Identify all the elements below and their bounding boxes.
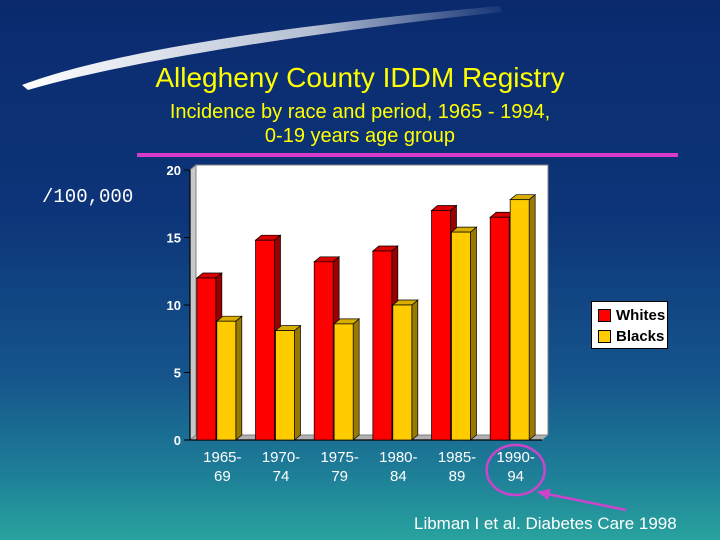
bar-blacks-2 bbox=[333, 318, 361, 441]
x-tick-label: 1975-79 bbox=[320, 449, 358, 485]
legend-item-whites: Whites bbox=[598, 305, 665, 325]
bar-blacks-3 bbox=[391, 299, 419, 441]
highlight-arrow bbox=[537, 490, 627, 512]
bar-blacks-0 bbox=[215, 315, 243, 441]
chart-legend: Whites Blacks bbox=[591, 301, 668, 349]
plot-back-wall bbox=[195, 164, 549, 436]
highlight-circle bbox=[485, 443, 546, 497]
bar-blacks-4 bbox=[450, 226, 478, 441]
source-citation: Libman I et al. Diabetes Care 1998 bbox=[414, 514, 677, 533]
x-tick-label: 1980-84 bbox=[379, 449, 417, 485]
y-tick-label: 10 bbox=[167, 298, 181, 313]
y-tick-label: 15 bbox=[167, 231, 181, 246]
plot-side-wall bbox=[189, 163, 197, 442]
legend-item-blacks: Blacks bbox=[598, 326, 664, 346]
x-tick-label: 1990-94 bbox=[496, 449, 534, 485]
y-tick-label: 5 bbox=[174, 366, 181, 381]
highlight-arrowhead bbox=[537, 488, 551, 501]
decorative-swoosh bbox=[22, 6, 502, 90]
y-tick-label: 20 bbox=[167, 163, 181, 178]
x-tick-label: 1985-89 bbox=[438, 449, 476, 485]
y-unit-label: /100,000 bbox=[42, 186, 134, 208]
x-tick-label: 1965-69 bbox=[203, 449, 241, 485]
legend-label-blacks: Blacks bbox=[616, 327, 665, 345]
legend-label-whites: Whites bbox=[616, 306, 666, 324]
legend-swatch-whites bbox=[598, 308, 611, 322]
y-tick-label: 0 bbox=[174, 433, 181, 448]
slide-subtitle: Incidence by race and period, 1965 - 199… bbox=[169, 101, 551, 147]
x-tick-label: 1970-74 bbox=[262, 449, 300, 485]
legend-swatch-blacks bbox=[598, 329, 611, 343]
slide-title: Allegheny County IDDM Registry bbox=[155, 62, 565, 93]
bar-blacks-5 bbox=[509, 193, 537, 441]
bar-blacks-1 bbox=[274, 324, 302, 441]
title-divider bbox=[137, 153, 678, 157]
